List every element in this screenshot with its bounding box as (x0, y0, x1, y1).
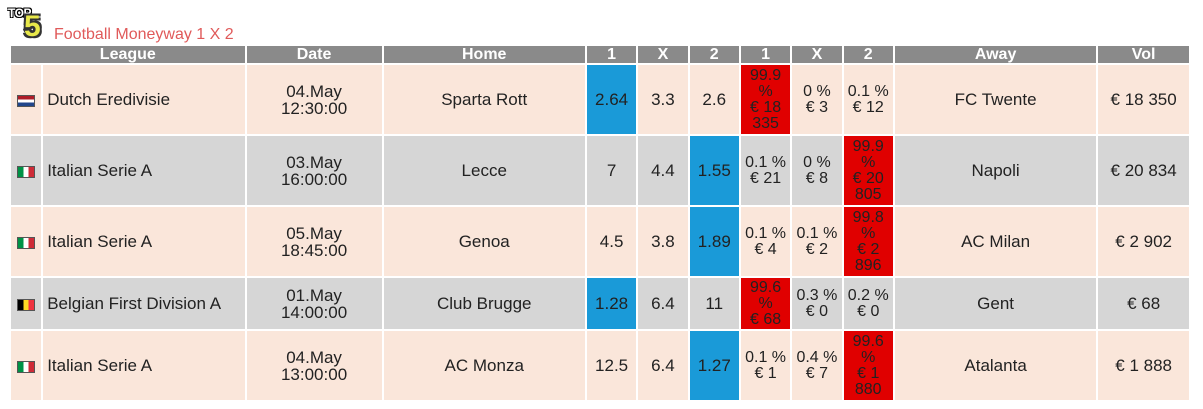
table-row[interactable]: Italian Serie A 03.May 16:00:00 Lecce 7 4… (11, 136, 1189, 205)
money-1: 0.1 % € 21 (740, 136, 791, 205)
odd-2: 1.27 (689, 331, 739, 400)
logo-top-text: TOP (8, 6, 31, 20)
flag-italy-icon (11, 136, 42, 205)
col-away[interactable]: Away (894, 46, 1097, 63)
col-money-x[interactable]: X (792, 46, 842, 63)
money-2: 99.6 % € 1 880 (843, 331, 893, 400)
money-2: 0.1 % € 12 (843, 65, 893, 134)
col-odd-1[interactable]: 1 (586, 46, 637, 63)
league-name: Belgian First Division A (43, 278, 245, 329)
money-2: 99.8 % € 2 896 (843, 207, 893, 276)
match-date: 05.May 18:45:00 (246, 207, 382, 276)
moneyway-table: League Date Home 1 X 2 1 X 2 Away Vol Du… (9, 44, 1191, 402)
odd-x: 3.3 (638, 65, 688, 134)
money-x: 0.1 % € 2 (792, 207, 842, 276)
odd-1: 2.64 (586, 65, 637, 134)
col-money-2[interactable]: 2 (843, 46, 893, 63)
away-team[interactable]: Atalanta (894, 331, 1097, 400)
odd-2: 1.55 (689, 136, 739, 205)
volume: € 68 (1098, 278, 1189, 329)
page-title: Football Moneyway 1 X 2 (54, 26, 234, 43)
odd-x: 4.4 (638, 136, 688, 205)
table-row[interactable]: Italian Serie A 05.May 18:45:00 Genoa 4.5… (11, 207, 1189, 276)
money-2: 0.2 % € 0 (843, 278, 893, 329)
flag-italy-icon (11, 331, 42, 400)
money-1: 0.1 % € 4 (740, 207, 791, 276)
match-date: 01.May 14:00:00 (246, 278, 382, 329)
table-row[interactable]: Dutch Eredivisie 04.May 12:30:00 Sparta R… (11, 65, 1189, 134)
col-league[interactable]: League (11, 46, 245, 63)
home-team[interactable]: AC Monza (383, 331, 585, 400)
odd-2: 11 (689, 278, 739, 329)
logo-number: 5 (24, 10, 41, 43)
odd-1: 1.28 (586, 278, 637, 329)
col-home[interactable]: Home (383, 46, 585, 63)
home-team[interactable]: Genoa (383, 207, 585, 276)
match-date: 03.May 16:00:00 (246, 136, 382, 205)
col-vol[interactable]: Vol (1098, 46, 1189, 63)
home-team[interactable]: Lecce (383, 136, 585, 205)
col-odd-x[interactable]: X (638, 46, 688, 63)
odd-2: 2.6 (689, 65, 739, 134)
away-team[interactable]: Gent (894, 278, 1097, 329)
away-team[interactable]: Napoli (894, 136, 1097, 205)
money-x: 0.4 % € 7 (792, 331, 842, 400)
money-x: 0 % € 3 (792, 65, 842, 134)
money-x: 0 % € 8 (792, 136, 842, 205)
flag-netherlands-icon (11, 65, 42, 134)
home-team[interactable]: Club Brugge (383, 278, 585, 329)
col-money-1[interactable]: 1 (740, 46, 791, 63)
money-x: 0.3 % € 0 (792, 278, 842, 329)
league-name: Italian Serie A (43, 331, 245, 400)
table-row[interactable]: Belgian First Division A 01.May 14:00:00 … (11, 278, 1189, 329)
league-name: Italian Serie A (43, 136, 245, 205)
money-1: 99.6 % € 68 (740, 278, 791, 329)
volume: € 20 834 (1098, 136, 1189, 205)
flag-belgium-icon (11, 278, 42, 329)
table-row[interactable]: Italian Serie A 04.May 13:00:00 AC Monza … (11, 331, 1189, 400)
odd-x: 6.4 (638, 278, 688, 329)
match-date: 04.May 12:30:00 (246, 65, 382, 134)
money-2: 99.9 % € 20 805 (843, 136, 893, 205)
odd-1: 4.5 (586, 207, 637, 276)
money-1: 0.1 % € 1 (740, 331, 791, 400)
table-header: League Date Home 1 X 2 1 X 2 Away Vol (11, 46, 1189, 63)
match-date: 04.May 13:00:00 (246, 331, 382, 400)
league-name: Dutch Eredivisie (43, 65, 245, 134)
home-team[interactable]: Sparta Rott (383, 65, 585, 134)
odd-x: 6.4 (638, 331, 688, 400)
flag-italy-icon (11, 207, 42, 276)
volume: € 18 350 (1098, 65, 1189, 134)
odd-1: 7 (586, 136, 637, 205)
away-team[interactable]: AC Milan (894, 207, 1097, 276)
away-team[interactable]: FC Twente (894, 65, 1097, 134)
money-1: 99.9 % € 18 335 (740, 65, 791, 134)
col-date[interactable]: Date (246, 46, 382, 63)
volume: € 1 888 (1098, 331, 1189, 400)
odd-2: 1.89 (689, 207, 739, 276)
col-odd-2[interactable]: 2 (689, 46, 739, 63)
volume: € 2 902 (1098, 207, 1189, 276)
odd-1: 12.5 (586, 331, 637, 400)
top5-logo: TOP 5 (8, 6, 48, 42)
league-name: Italian Serie A (43, 207, 245, 276)
odd-x: 3.8 (638, 207, 688, 276)
